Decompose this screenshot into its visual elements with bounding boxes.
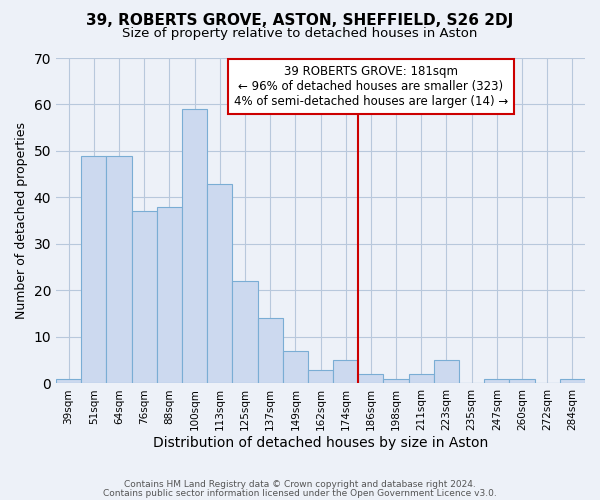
Bar [106,156,131,384]
Bar [56,379,81,384]
Y-axis label: Number of detached properties: Number of detached properties [15,122,28,319]
Bar [308,370,333,384]
Bar [182,109,207,384]
Bar [131,212,157,384]
Bar [283,351,308,384]
Bar [81,156,106,384]
Text: 39, ROBERTS GROVE, ASTON, SHEFFIELD, S26 2DJ: 39, ROBERTS GROVE, ASTON, SHEFFIELD, S26… [86,12,514,28]
Bar [434,360,459,384]
Text: Contains HM Land Registry data © Crown copyright and database right 2024.: Contains HM Land Registry data © Crown c… [124,480,476,489]
Bar [232,281,257,384]
Text: Size of property relative to detached houses in Aston: Size of property relative to detached ho… [122,28,478,40]
Bar [358,374,383,384]
X-axis label: Distribution of detached houses by size in Aston: Distribution of detached houses by size … [153,436,488,450]
Bar [333,360,358,384]
Bar [383,379,409,384]
Bar [207,184,232,384]
Bar [409,374,434,384]
Bar [157,207,182,384]
Text: Contains public sector information licensed under the Open Government Licence v3: Contains public sector information licen… [103,488,497,498]
Bar [484,379,509,384]
Bar [509,379,535,384]
Bar [560,379,585,384]
Text: 39 ROBERTS GROVE: 181sqm
← 96% of detached houses are smaller (323)
4% of semi-d: 39 ROBERTS GROVE: 181sqm ← 96% of detach… [234,65,508,108]
Bar [257,318,283,384]
